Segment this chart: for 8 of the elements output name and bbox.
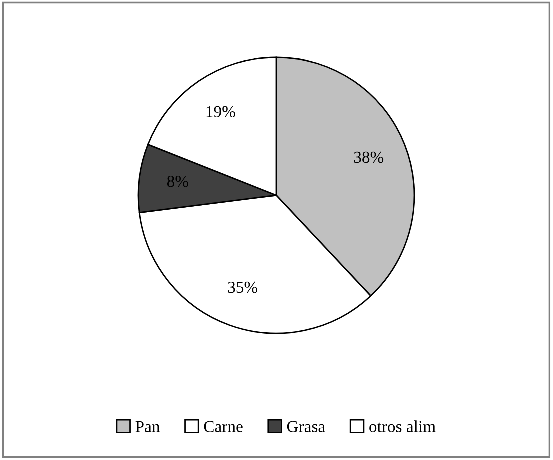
data-label: 35% [228, 282, 258, 294]
data-label: 38% [354, 152, 384, 164]
legend-label: Pan [136, 421, 160, 432]
legend-label: Grasa [287, 421, 326, 432]
legend-label: otros alim [370, 420, 436, 432]
legend-label: Carne [204, 421, 243, 432]
data-label: 8% [167, 176, 188, 188]
data-label: 19% [206, 106, 236, 118]
